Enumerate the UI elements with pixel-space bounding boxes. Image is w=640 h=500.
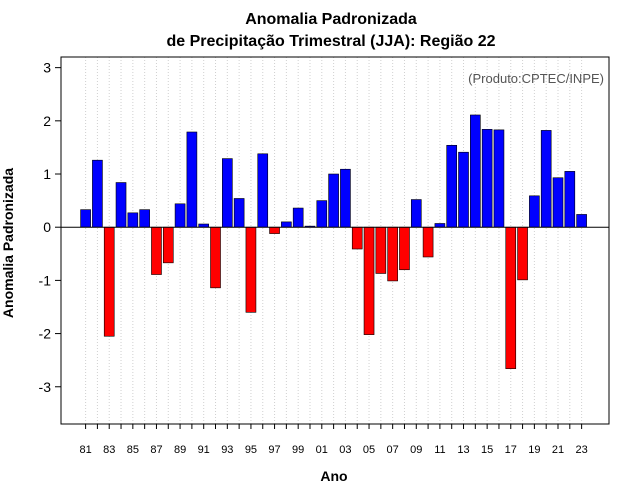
bar-09 [410, 199, 422, 228]
xtick-label: 81 [79, 444, 91, 456]
bar-94 [233, 198, 245, 228]
bar-87 [151, 226, 162, 275]
ytick-label: -3 [39, 379, 52, 395]
xtick-label: 91 [198, 444, 210, 456]
bar-02 [328, 173, 339, 228]
credit-label: (Produto:CPTEC/INPE) [468, 71, 604, 86]
bar-90 [186, 131, 198, 228]
xtick-label: 95 [245, 444, 257, 456]
bar-99 [292, 207, 304, 228]
xtick-label: 21 [552, 444, 564, 456]
bar-07 [387, 226, 398, 282]
plot-frame [60, 56, 610, 425]
bar-18 [517, 226, 528, 281]
bar-98 [281, 221, 292, 228]
chart-title-line1: Anomalia Padronizada [245, 11, 417, 28]
bar-19 [529, 195, 540, 228]
bar-21 [552, 177, 564, 228]
xtick-label: 01 [316, 444, 328, 456]
bar-97 [269, 226, 280, 234]
xtick-label: 13 [457, 444, 469, 456]
bar-15 [481, 129, 493, 228]
xtick-label: 23 [575, 444, 587, 456]
bar-01 [316, 200, 328, 228]
bar-11 [434, 223, 446, 228]
ytick-label: 2 [43, 113, 51, 129]
ytick-label: 1 [43, 166, 51, 182]
bar-23 [576, 214, 587, 228]
bar-22 [564, 171, 576, 228]
ytick-label: 0 [43, 219, 51, 235]
bar-20 [540, 130, 552, 228]
bar-17 [505, 226, 517, 369]
xtick-label: 99 [292, 444, 304, 456]
bar-89 [174, 203, 186, 228]
ytick-label: -1 [39, 272, 52, 288]
x-axis-title: Ano [320, 468, 347, 484]
xtick-label: 11 [434, 444, 445, 456]
xtick-label: 19 [528, 444, 540, 456]
bars-group [80, 114, 587, 369]
bar-84 [115, 182, 127, 228]
bar-85 [127, 212, 139, 228]
bar-06 [375, 226, 387, 274]
bar-93 [222, 158, 233, 228]
bar-83 [103, 226, 115, 337]
bar-88 [162, 226, 174, 264]
xtick-label: 87 [150, 444, 162, 456]
xtick-label: 83 [103, 444, 115, 456]
bar-82 [92, 159, 103, 228]
chart-title-line2: de Precipitação Trimestral (JJA): Região… [166, 33, 495, 50]
xtick-label: 97 [268, 444, 280, 456]
bar-95 [245, 226, 257, 313]
bar-14 [470, 114, 481, 228]
bar-13 [458, 151, 469, 228]
xtick-label: 17 [505, 444, 517, 456]
ytick-label: -2 [39, 326, 52, 342]
xtick-label: 15 [481, 444, 493, 456]
bar-12 [446, 144, 458, 228]
bar-96 [257, 153, 269, 228]
xtick-label: 93 [221, 444, 233, 456]
bar-81 [80, 209, 91, 228]
bar-86 [139, 209, 150, 228]
bar-05 [363, 226, 375, 335]
y-axis-ticks: -3 -2 -1 0 1 2 3 [39, 60, 61, 395]
bar-04 [351, 226, 363, 250]
xtick-label: 07 [387, 444, 399, 456]
xtick-label: 09 [410, 444, 422, 456]
x-axis-ticks: 81 83 85 87 89 91 93 95 97 99 01 03 05 07 09 11 13 15 17 19… [79, 424, 588, 456]
ytick-label: 3 [43, 60, 51, 76]
xtick-label: 03 [339, 444, 351, 456]
bar-10 [422, 226, 434, 258]
xtick-label: 05 [363, 444, 375, 456]
bar-08 [399, 226, 410, 271]
xtick-label: 85 [127, 444, 139, 456]
y-axis-title: Anomalia Padronizada [0, 168, 16, 318]
xtick-label: 89 [174, 444, 186, 456]
bar-92 [210, 226, 221, 289]
bar-16 [493, 129, 505, 228]
bar-03 [340, 168, 351, 228]
